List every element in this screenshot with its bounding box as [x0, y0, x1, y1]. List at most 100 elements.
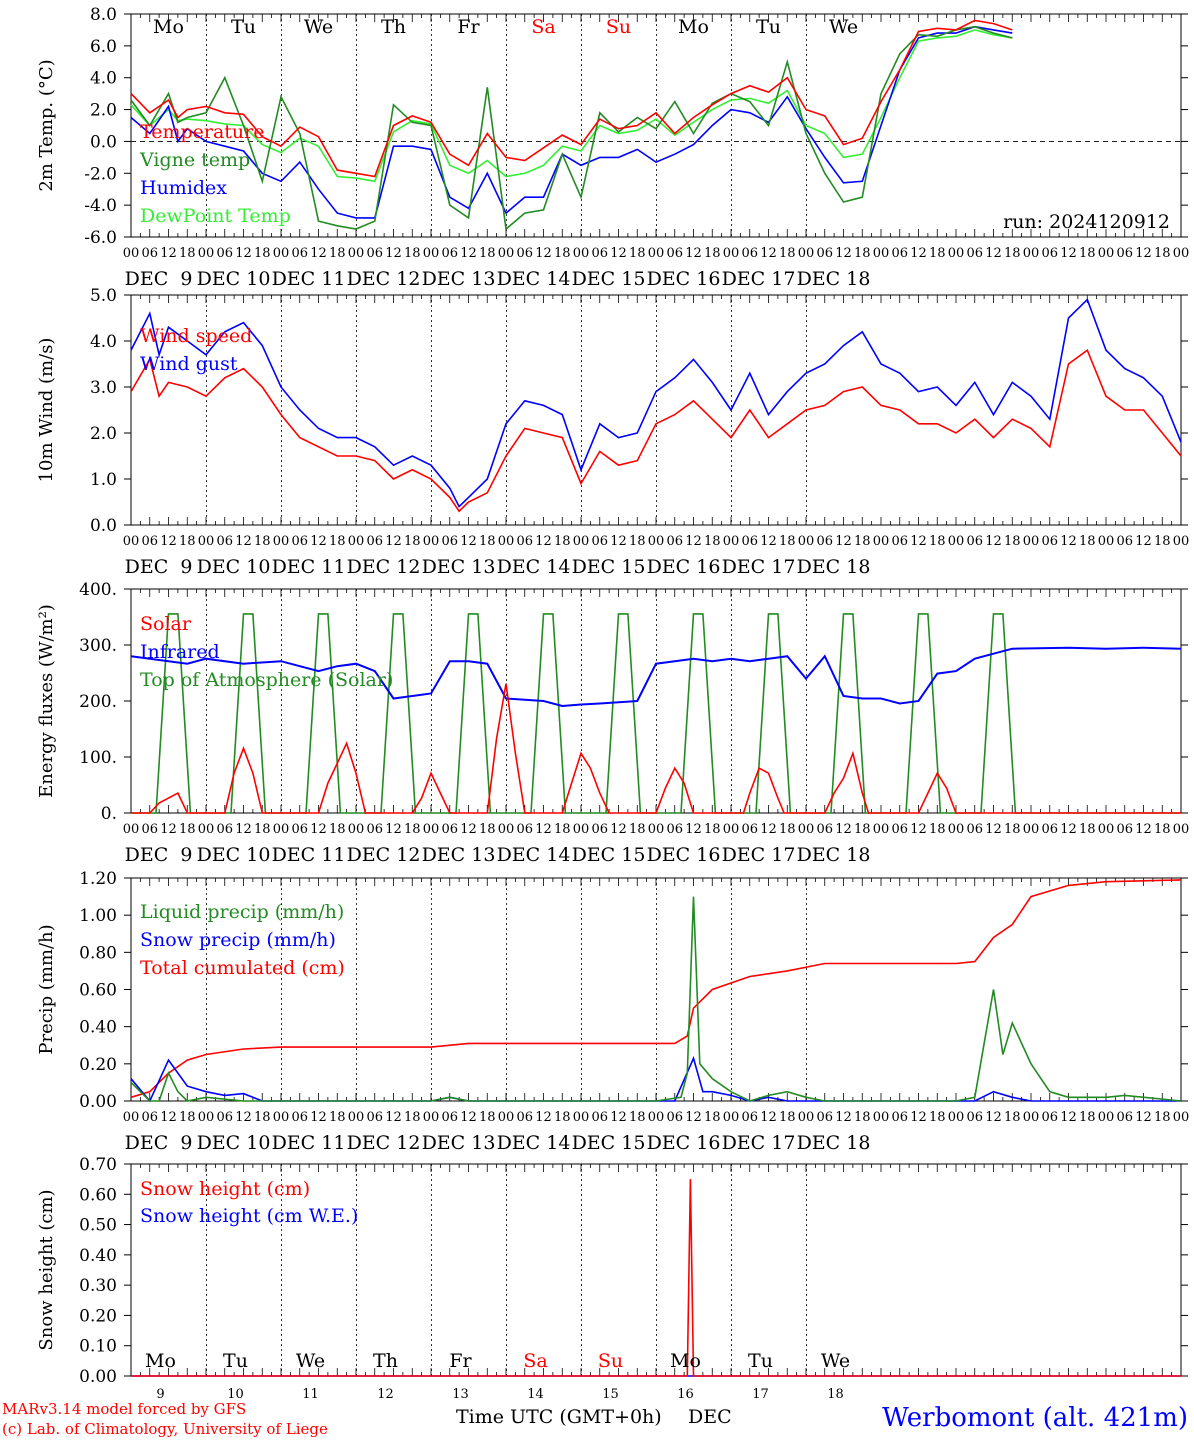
hour-tick-label: 00 [723, 534, 740, 549]
hour-tick-label: 12 [310, 246, 327, 261]
hour-tick-label: 12 [1060, 246, 1077, 261]
hour-tick-label: 12 [460, 1110, 477, 1125]
hour-tick-label: 18 [479, 534, 496, 549]
hour-tick-label: 00 [873, 1110, 890, 1125]
day-number: 15 [602, 1387, 619, 1402]
hour-tick-label: 06 [291, 1110, 308, 1125]
hour-tick-label: 18 [854, 534, 871, 549]
day-abbr: We [296, 1350, 325, 1372]
hour-tick-label: 12 [835, 822, 852, 837]
hour-tick-label: 06 [141, 822, 158, 837]
day-number: 10 [227, 1387, 244, 1402]
hour-tick-label: 12 [385, 822, 402, 837]
hour-tick-label: 12 [685, 246, 702, 261]
hour-tick-label: 00 [1173, 534, 1190, 549]
y-tick-label: 0.50 [79, 1216, 117, 1236]
date-label: DEC 18 [797, 268, 871, 290]
hour-tick-label: 06 [591, 822, 608, 837]
y-tick-label: 0.60 [79, 981, 117, 1001]
y-tick-label: 0.80 [79, 943, 117, 963]
credit-line: MARv3.14 model forced by GFS [2, 1400, 246, 1418]
hour-tick-label: 12 [835, 534, 852, 549]
hour-tick-label: 18 [254, 246, 271, 261]
date-label: DEC 16 [647, 268, 721, 290]
date-label: DEC 17 [722, 268, 796, 290]
hour-tick-label: 00 [948, 1110, 965, 1125]
hour-tick-label: 18 [779, 1110, 796, 1125]
hour-tick-label: 06 [891, 534, 908, 549]
hour-tick-label: 06 [816, 1110, 833, 1125]
hour-tick-label: 12 [460, 822, 477, 837]
hour-tick-label: 18 [1079, 1110, 1096, 1125]
hour-tick-label: 00 [273, 246, 290, 261]
date-label: DEC 17 [722, 844, 796, 866]
series-line-temperature [130, 19, 1013, 178]
hour-tick-label: 06 [1116, 246, 1133, 261]
day-abbr: Su [598, 1350, 623, 1372]
panel-5: 0.00 0.10 0.20 0.30 0.40 0.50 0.60 0.70 Snow hei… [36, 1155, 1188, 1402]
legend-entry: Wind gust [140, 353, 238, 375]
hour-tick-label: 12 [685, 1110, 702, 1125]
series-line-total-cumulated-cm [130, 879, 1182, 1099]
date-label: DEC 17 [722, 556, 796, 578]
panel-1: -6.0 -4.0 -2.0 0.0 2.0 4.0 6.0 8.0 2m Temp. (°C)… [36, 5, 1189, 290]
date-label: DEC 18 [797, 556, 871, 578]
hour-tick-label: 06 [216, 246, 233, 261]
x-axis-label: Time UTC (GMT+0h) [456, 1406, 662, 1428]
day-abbr: Tu [756, 16, 781, 38]
day-number: 18 [827, 1387, 844, 1402]
date-label: DEC 12 [347, 556, 421, 578]
hour-tick-label: 00 [498, 246, 515, 261]
date-label: DEC 15 [572, 844, 646, 866]
hour-tick-label: 00 [348, 534, 365, 549]
hour-tick-label: 12 [235, 534, 252, 549]
hour-tick-label: 18 [479, 822, 496, 837]
hour-tick-label: 12 [535, 822, 552, 837]
hour-tick-label: 06 [291, 246, 308, 261]
series-line-vigne-temp [130, 25, 1013, 231]
date-label: DEC 18 [797, 1132, 871, 1154]
hour-tick-label: 06 [666, 246, 683, 261]
date-label: DEC 15 [572, 268, 646, 290]
legend-entry: Temperature [140, 121, 264, 143]
legend-entry: Total cumulated (cm) [140, 957, 345, 979]
hour-tick-label: 12 [160, 1110, 177, 1125]
hour-tick-label: 18 [629, 822, 646, 837]
hour-tick-label: 18 [854, 246, 871, 261]
date-label: DEC 13 [422, 844, 496, 866]
y-tick-label: 2.0 [90, 424, 117, 444]
day-abbr: Tu [748, 1350, 773, 1372]
y-tick-label: 0.20 [79, 1306, 117, 1326]
hour-tick-label: 12 [160, 246, 177, 261]
hour-tick-label: 12 [310, 822, 327, 837]
hour-tick-label: 06 [591, 246, 608, 261]
hour-tick-label: 00 [1173, 246, 1190, 261]
hour-tick-label: 18 [779, 822, 796, 837]
hour-tick-label: 00 [198, 1110, 215, 1125]
hour-tick-label: 18 [854, 1110, 871, 1125]
date-label: DEC 15 [572, 556, 646, 578]
hour-tick-label: 06 [441, 822, 458, 837]
hour-tick-label: 00 [648, 534, 665, 549]
date-label: DEC 9 [125, 1132, 193, 1154]
legend-entry: Liquid precip (mm/h) [140, 901, 344, 923]
hour-tick-label: 18 [329, 822, 346, 837]
hour-tick-label: 00 [1173, 1110, 1190, 1125]
hour-tick-label: 00 [798, 246, 815, 261]
hour-tick-label: 12 [985, 1110, 1002, 1125]
hour-tick-label: 18 [179, 822, 196, 837]
hour-tick-label: 00 [1023, 1110, 1040, 1125]
date-label: DEC 11 [272, 268, 346, 290]
y-axis-label: Snow height (cm) [36, 1189, 57, 1350]
hour-tick-label: 06 [741, 822, 758, 837]
legend-entry: Vigne temp [139, 149, 250, 171]
hour-tick-label: 06 [741, 534, 758, 549]
date-label: DEC 16 [647, 844, 721, 866]
hour-tick-label: 00 [123, 246, 140, 261]
y-tick-label: 1.0 [90, 470, 117, 490]
hour-tick-label: 12 [385, 246, 402, 261]
hour-tick-label: 12 [760, 1110, 777, 1125]
hour-tick-label: 00 [648, 1110, 665, 1125]
hour-tick-label: 00 [1023, 534, 1040, 549]
hour-tick-label: 00 [573, 822, 590, 837]
